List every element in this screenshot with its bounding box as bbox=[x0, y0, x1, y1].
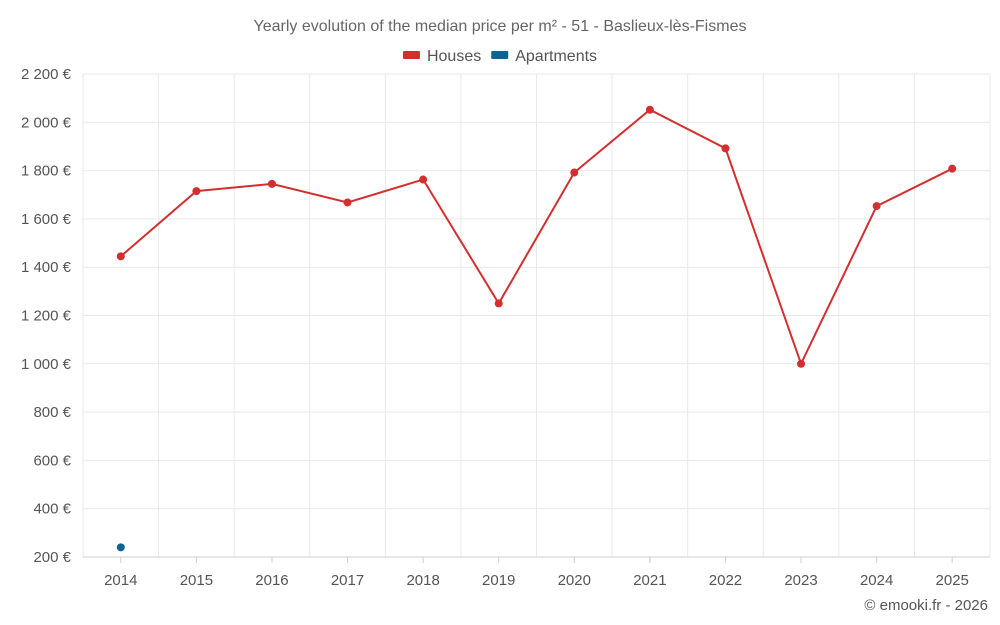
x-tick-label: 2016 bbox=[255, 572, 288, 589]
x-tick-label: 2025 bbox=[936, 572, 969, 589]
series-layer bbox=[116, 105, 957, 552]
data-point-houses[interactable] bbox=[645, 105, 654, 114]
series-line-houses bbox=[120, 108, 953, 367]
x-tick-label: 2019 bbox=[482, 572, 515, 589]
x-tick-label: 2017 bbox=[331, 572, 364, 589]
data-point-houses[interactable] bbox=[570, 168, 579, 177]
x-tick-label: 2020 bbox=[558, 572, 591, 589]
x-tick-label: 2024 bbox=[860, 572, 893, 589]
legend-swatch bbox=[402, 51, 420, 59]
y-tick-label: 1 800 € bbox=[21, 163, 72, 180]
legend-label: Houses bbox=[427, 48, 481, 65]
data-point-apartments[interactable] bbox=[116, 543, 125, 552]
x-tick-label: 2018 bbox=[406, 572, 439, 589]
data-point-houses[interactable] bbox=[797, 359, 806, 368]
y-tick-label: 600 € bbox=[33, 452, 71, 469]
x-tick-label: 2022 bbox=[709, 572, 742, 589]
y-tick-label: 2 000 € bbox=[21, 114, 72, 131]
data-point-houses[interactable] bbox=[872, 202, 881, 211]
data-point-houses[interactable] bbox=[494, 299, 503, 308]
legend-label: Apartments bbox=[515, 48, 597, 65]
legend: Houses Apartments bbox=[402, 48, 597, 65]
data-point-houses[interactable] bbox=[192, 187, 201, 196]
y-tick-label: 400 € bbox=[33, 501, 71, 518]
grid-layer bbox=[82, 73, 991, 557]
legend-item-houses[interactable]: Houses bbox=[402, 48, 481, 65]
y-tick-label: 800 € bbox=[33, 404, 71, 421]
x-tick-label: 2021 bbox=[633, 572, 666, 589]
data-point-houses[interactable] bbox=[948, 164, 957, 173]
data-point-houses[interactable] bbox=[343, 198, 352, 207]
y-tick-label: 1 200 € bbox=[21, 308, 72, 325]
data-point-houses[interactable] bbox=[116, 252, 125, 261]
y-tick-label: 200 € bbox=[33, 549, 71, 566]
y-tick-label: 2 200 € bbox=[21, 66, 72, 83]
chart-title: Yearly evolution of the median price per… bbox=[254, 18, 747, 35]
legend-swatch bbox=[491, 51, 509, 59]
x-tick-label: 2015 bbox=[180, 572, 213, 589]
axis-layer: 200 € 400 € 600 € 800 € 1 000 € 1 200 € 1 400 … bbox=[21, 66, 990, 589]
x-tick-label: 2023 bbox=[784, 572, 817, 589]
y-tick-label: 1 400 € bbox=[21, 259, 72, 276]
data-point-houses[interactable] bbox=[721, 144, 730, 153]
y-tick-label: 1 600 € bbox=[21, 211, 72, 228]
data-point-houses[interactable] bbox=[419, 175, 428, 184]
x-tick-label: 2014 bbox=[104, 572, 137, 589]
y-tick-label: 1 000 € bbox=[21, 356, 72, 373]
credit-text: © emooki.fr - 2026 bbox=[864, 597, 988, 614]
legend-item-apartments[interactable]: Apartments bbox=[491, 48, 597, 65]
data-point-houses[interactable] bbox=[267, 179, 276, 188]
